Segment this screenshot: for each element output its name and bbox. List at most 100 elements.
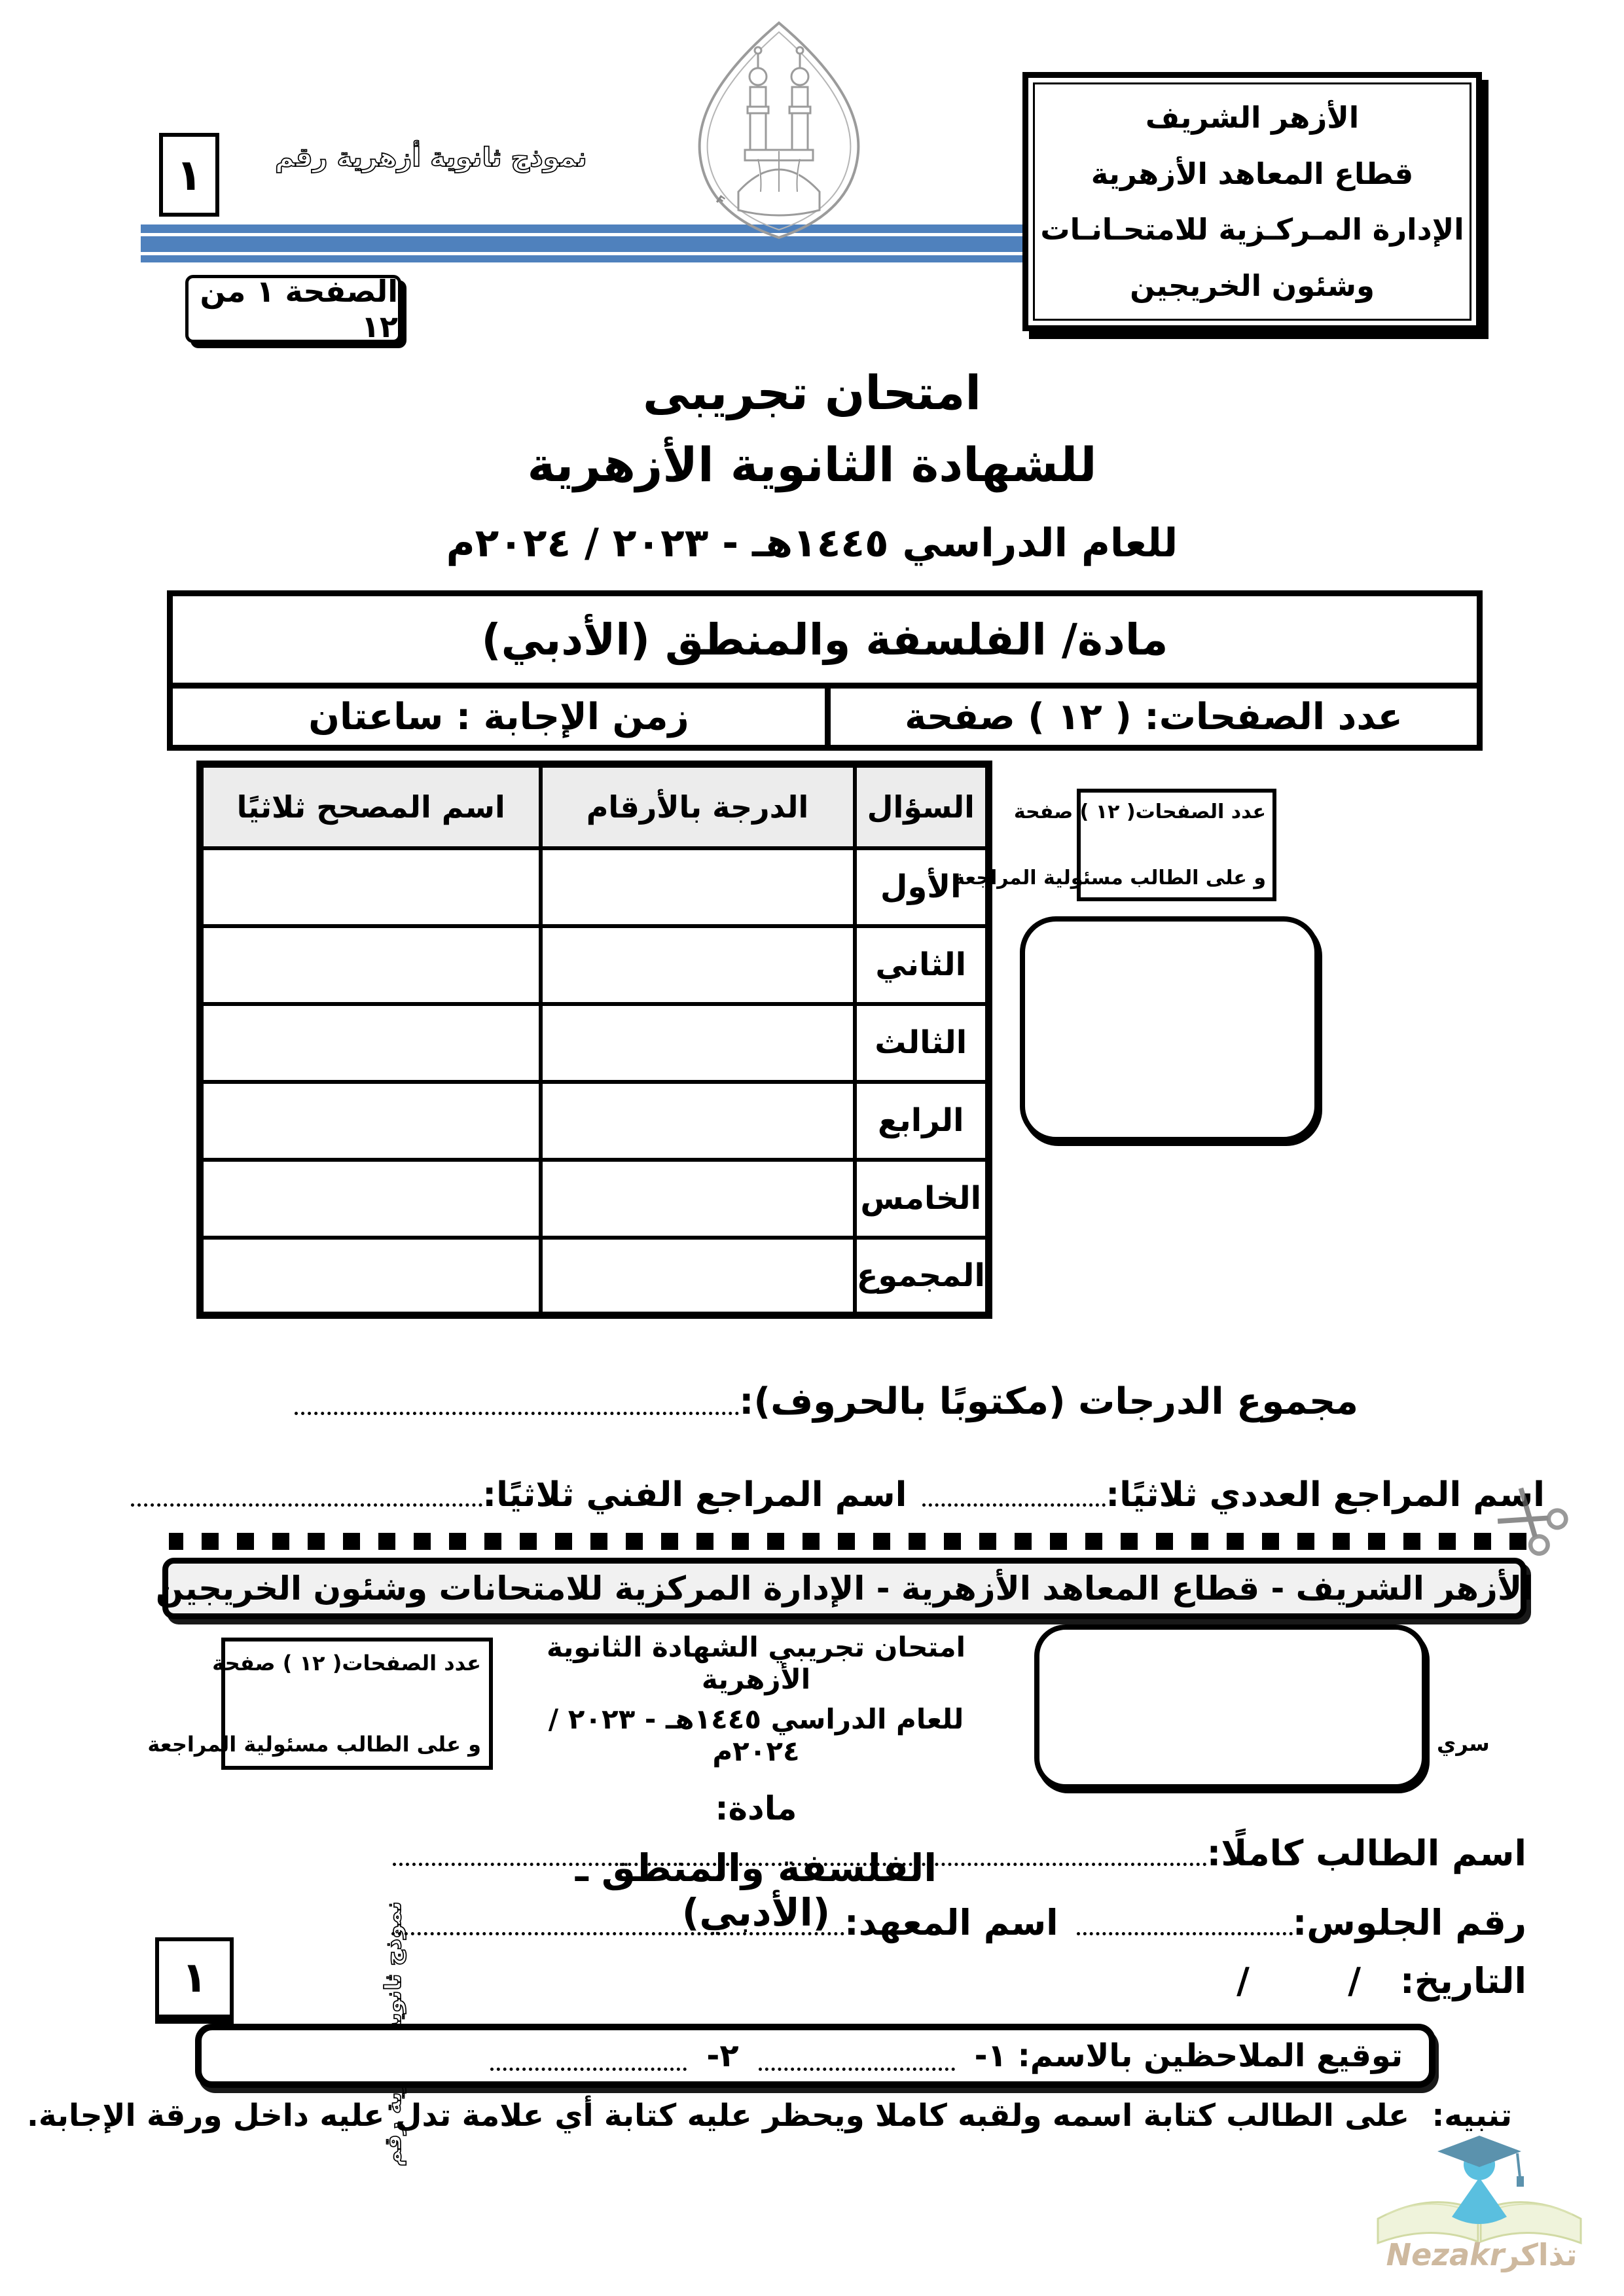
- col-corrector-name: اسم المصحح ثلاثيًا: [198, 762, 543, 850]
- pages-note-line2: و على الطالب مسئولية المراجعة: [147, 1732, 481, 1757]
- pages-note-box-lower: عدد الصفحات( ١٢ ) صفحة و على الطالب مسئو…: [147, 1638, 493, 1770]
- grade-cell-empty: [538, 924, 857, 1006]
- col-question: السؤال: [852, 762, 991, 850]
- grade-cell-empty: [538, 1001, 857, 1084]
- form-number-bottom: ١: [181, 1954, 208, 2002]
- lower-subject-name: الفلسفة والمنطق ـ (الأدبي): [575, 1846, 937, 1935]
- question-label: الثالث: [852, 1001, 991, 1084]
- col-numeric-grade: الدرجة بالأرقام: [538, 762, 857, 850]
- total-grades-blank: [295, 1374, 740, 1415]
- table-row: المجموع: [198, 1235, 991, 1318]
- pages-count-cell: عدد الصفحات: ( ١٢ ) صفحة: [825, 689, 1477, 745]
- pages-note-line2: و على الطالب مسئولية المراجعة: [953, 867, 1266, 889]
- question-label: الثاني: [852, 924, 991, 1006]
- table-row: الثاني: [198, 924, 991, 1006]
- org-line-1: الأزهر الشريف: [1145, 100, 1360, 135]
- lower-subject-label: مادة:: [715, 1789, 797, 1827]
- notice-line: تنبيه: على الطالب كتابة اسمه ولقبه كاملا…: [27, 2098, 1512, 2134]
- table-row: الأول: [198, 846, 991, 928]
- seat-number-label: رقم الجلوس:: [1292, 1902, 1526, 1944]
- total-grades-label: مجموع الدرجات (مكتوبًا بالحروف):: [739, 1380, 1358, 1423]
- grade-cell-empty: [538, 1157, 857, 1240]
- emblem-caption: AL AZHAR AL SHARIF: [675, 7, 729, 209]
- observers-signature-bar: توقيع الملاحظين بالاسم: ١- ٢-: [195, 2024, 1435, 2088]
- seat-number-blank: [1076, 1897, 1293, 1936]
- observer2-blank: [490, 2037, 687, 2072]
- numeric-reviewer-label: اسم المراجع العددي ثلاثيًا:: [1106, 1475, 1545, 1515]
- grade-cell-empty: [538, 1079, 857, 1162]
- total-grades-line: مجموع الدرجات (مكتوبًا بالحروف):: [295, 1374, 1358, 1423]
- exam-title: امتحان تجريبى: [642, 365, 982, 420]
- grade-cell-empty: [538, 1235, 857, 1318]
- subject-box: مادة/ الفلسفة والمنطق (الأدبي) عدد الصفح…: [167, 590, 1483, 751]
- al-azhar-emblem-icon: AL AZHAR AL SHARIF: [675, 7, 877, 244]
- grades-table: السؤال الدرجة بالأرقام اسم المصحح ثلاثيً…: [196, 761, 992, 1319]
- institute-name-label: اسم المعهد:: [844, 1902, 1058, 1944]
- form-number-top: ١: [175, 149, 203, 200]
- lower-exam-info: امتحان تجريبي الشهادة الثانوية الأزهرية …: [517, 1631, 995, 1935]
- question-label: الأول: [852, 846, 991, 928]
- header-stripe-bottom: [141, 255, 1485, 262]
- observers-label: توقيع الملاحظين بالاسم: ١-: [974, 2037, 1403, 2074]
- answer-time-cell: زمن الإجابة : ساعتان: [308, 695, 689, 738]
- reviewers-line: اسم المراجع العددي ثلاثيًا: اسم المراجع …: [131, 1469, 1545, 1515]
- observer1-blank: [758, 2037, 955, 2072]
- corrector-cell-empty: [198, 1157, 543, 1240]
- svg-text:AL AZHAR AL SHARIF: AL AZHAR AL SHARIF: [681, 16, 729, 209]
- scissors-icon: [1481, 1470, 1581, 1570]
- org-line-4: وشئون الخريجين: [1130, 268, 1375, 303]
- page-indicator: الصفحة ١ من ١٢: [185, 274, 401, 344]
- subject-name-row: مادة/ الفلسفة والمنطق (الأدبي): [173, 596, 1477, 689]
- question-label: المجموع: [852, 1235, 991, 1318]
- certificate-title: للشهادة الثانوية الأزهرية: [527, 437, 1097, 492]
- stamp-area-upper: [1020, 916, 1320, 1142]
- technical-reviewer-label: اسم المراجع الفني ثلاثيًا:: [482, 1475, 907, 1515]
- form-number-box-bottom: ١: [155, 1937, 234, 2024]
- pages-note-line1: عدد الصفحات( ١٢ ) صفحة: [1013, 800, 1266, 823]
- pages-note-line1: عدد الصفحات( ١٢ ) صفحة: [212, 1651, 481, 1676]
- org-line-3: الإدارة المـركـزية للامتحـانـات: [1040, 212, 1464, 247]
- form-type-label-top: نموذج ثانوية أزهرية رقم: [274, 142, 587, 173]
- corrector-cell-empty: [198, 1001, 543, 1084]
- form-number-box-top: ١: [159, 133, 219, 217]
- question-label: الخامس: [852, 1157, 991, 1240]
- student-name-blank: [393, 1827, 1207, 1867]
- technical-reviewer-blank: [131, 1469, 483, 1507]
- nezakr-logo: Nezakr تذاكر: [1365, 2117, 1594, 2281]
- corrector-cell-empty: [198, 1079, 543, 1162]
- corrector-cell-empty: [198, 846, 543, 928]
- page-indicator-text: الصفحة ١ من ١٢: [200, 274, 398, 344]
- pages-note-box: عدد الصفحات( ١٢ ) صفحة و على الطالب مسئو…: [953, 789, 1276, 901]
- brand-name-en: Nezakr: [1386, 2237, 1507, 2272]
- table-row: الثالث: [198, 1001, 991, 1084]
- notice-label: تنبيه:: [1432, 2098, 1512, 2134]
- org-line-2: قطاع المعاهد الأزهرية: [1091, 156, 1414, 191]
- date-label: التاريخ:: [1400, 1960, 1526, 2001]
- grades-header-row: السؤال الدرجة بالأرقام اسم المصحح ثلاثيً…: [198, 762, 991, 850]
- student-name-line: اسم الطالب كاملًا:: [393, 1827, 1526, 1874]
- institute-name-blank: [391, 1897, 845, 1936]
- lower-section-header-bar: الأزهر الشريف - قطاع المعاهد الأزهرية - …: [156, 1558, 1533, 1619]
- brand-name-ar: تذاكر: [1501, 2237, 1578, 2272]
- numeric-reviewer-blank: [922, 1469, 1106, 1507]
- table-row: الخامس: [198, 1157, 991, 1240]
- question-label: الرابع: [852, 1079, 991, 1162]
- date-line: التاريخ: / /: [1047, 1960, 1526, 2001]
- date-blank: / /: [1236, 1960, 1362, 2001]
- stamp-area-lower: [1034, 1624, 1427, 1789]
- student-name-label: اسم الطالب كاملًا:: [1206, 1833, 1526, 1874]
- cut-dashed-line: [169, 1533, 1526, 1550]
- notice-text: على الطالب كتابة اسمه ولقبه كاملا ويحظر …: [27, 2098, 1410, 2134]
- corrector-cell-empty: [198, 924, 543, 1006]
- table-row: الرابع: [198, 1079, 991, 1162]
- observer2-label: ٢-: [706, 2037, 739, 2074]
- lower-academic-year: للعام الدراسي ١٤٤٥هـ - ٢٠٢٣ / ٢٠٢٤م: [548, 1703, 964, 1767]
- academic-year-title: للعام الدراسي ١٤٤٥هـ - ٢٠٢٣ / ٢٠٢٤م: [446, 520, 1178, 566]
- grade-cell-empty: [538, 846, 857, 928]
- seat-institute-line: رقم الجلوس: اسم المعهد:: [391, 1897, 1526, 1943]
- corrector-cell-empty: [198, 1235, 543, 1318]
- lower-exam-title: امتحان تجريبي الشهادة الثانوية الأزهرية: [546, 1631, 966, 1695]
- confidential-label: سري: [1437, 1731, 1490, 1756]
- lower-header-text: الأزهر الشريف - قطاع المعاهد الأزهرية - …: [155, 1570, 1534, 1607]
